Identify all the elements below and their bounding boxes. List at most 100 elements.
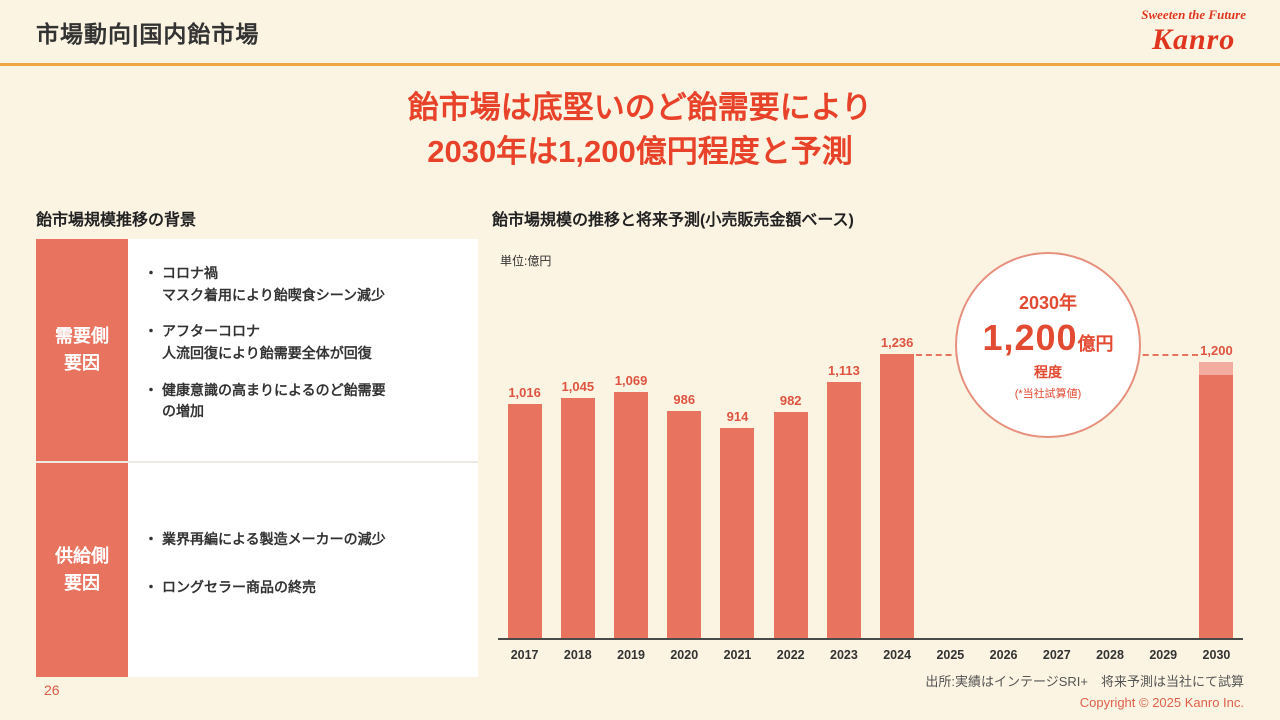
bar-chart: 単位:億円 1,016 1,045 1,069 986 914 982 1,113 1,236… — [492, 238, 1245, 678]
factor-table: 需要側 要因 ・ コロナ禍 マスク着用により飴喫食シーン減少 ・ ア — [36, 239, 478, 677]
bar-value-label: 982 — [779, 393, 802, 408]
x-axis-label: 2025 — [936, 648, 965, 662]
bar — [720, 428, 755, 638]
bullet-desc: 人流回復により飴需要全体が回復 — [162, 345, 372, 362]
bullet-text: 業界再編による製造メーカーの減少 — [162, 529, 386, 551]
bullet-title: コロナ禍 — [162, 265, 218, 281]
x-axis-label: 2023 — [830, 648, 858, 662]
table-row-supply: 供給側 要因 ・ 業界再編による製造メーカーの減少 ・ ロングセラ — [36, 461, 478, 677]
bar-value-label: 986 — [673, 392, 696, 407]
background-panel: 飴市場規模推移の背景 需要側 要因 ・ コロナ禍 マスク着用により飴喫食シーン減… — [36, 206, 478, 677]
forecast-bar — [1199, 362, 1234, 638]
page-number: 26 — [44, 682, 60, 698]
supply-content-cell: ・ 業界再編による製造メーカーの減少 ・ ロングセラー商品の終売 — [128, 463, 478, 677]
bar — [667, 411, 702, 638]
bar — [614, 392, 649, 638]
bullet-text: ロングセラー商品の終売 — [162, 577, 316, 599]
demand-label-line2: 要因 — [64, 353, 100, 373]
logo-tagline: Sweeten the Future — [1141, 7, 1246, 22]
list-item: ・ ロングセラー商品の終売 — [144, 577, 466, 599]
header: 市場動向|国内飴市場 Sweeten the Future Kanro — [0, 0, 1280, 66]
x-axis-label: 2026 — [989, 648, 1018, 662]
bullet-desc: の増加 — [162, 403, 204, 420]
bullet-text: 健康意識の高まりによるのど飴需要 の増加 — [162, 380, 386, 423]
list-item: ・ 健康意識の高まりによるのど飴需要 の増加 — [144, 380, 466, 423]
list-item: ・ 業界再編による製造メーカーの減少 — [144, 529, 466, 551]
callout-note: (*当社試算値) — [1014, 388, 1082, 400]
bar-value-label: 1,236 — [880, 335, 914, 350]
bar — [773, 412, 808, 638]
list-item: ・ コロナ禍 マスク着用により飴喫食シーン減少 — [144, 263, 466, 306]
bullet-title: アフターコロナ — [162, 323, 260, 340]
main-title: 飴市場は底堅いのど飴需要により 2030年は1,200億円程度と予測 — [0, 86, 1280, 174]
x-axis-label: 2024 — [883, 648, 912, 662]
bar-value-label: 1,200 — [1200, 343, 1233, 358]
bullet-title: 業界再編による製造メーカーの減少 — [162, 531, 386, 548]
bar-column — [1137, 246, 1190, 638]
x-axis-label: 2022 — [776, 648, 805, 662]
bar-column: 914 — [711, 246, 764, 638]
bullet-text: アフターコロナ 人流回復により飴需要全体が回復 — [162, 321, 372, 364]
bar-column: 1,200 — [1190, 246, 1243, 638]
bar-value-label: 1,045 — [561, 379, 595, 394]
table-row-demand: 需要側 要因 ・ コロナ禍 マスク着用により飴喫食シーン減少 ・ ア — [36, 239, 478, 461]
demand-content-cell: ・ コロナ禍 マスク着用により飴喫食シーン減少 ・ アフターコロナ 人流回復によ… — [128, 239, 478, 461]
chart-heading: 飴市場規模の推移と将来予測(小売販売金額ベース) — [492, 212, 854, 229]
chart-xaxis: 2017 2018 2019 2020 2021 2022 2023 2024 2025 2026… — [498, 648, 1243, 662]
copyright: Copyright © 2025 Kanro Inc. — [1079, 695, 1244, 710]
logo-brand: Kanro — [1151, 23, 1236, 56]
bar-column: 986 — [658, 246, 711, 638]
callout-value: 1,200 — [982, 317, 1078, 358]
callout-unit: 億円 — [1077, 334, 1114, 354]
supply-label-line1: 供給側 — [55, 546, 109, 566]
bullet-marker: ・ — [144, 323, 158, 340]
main-title-line1: 飴市場は底堅いのど飴需要により — [407, 90, 873, 125]
bullet-desc: マスク着用により飴喫食シーン減少 — [162, 286, 386, 303]
bullet-marker: ・ — [144, 265, 158, 281]
bar-column: 1,016 — [498, 246, 551, 638]
demand-label-line1: 需要側 — [55, 326, 109, 346]
callout-approx: 程度 — [1034, 364, 1062, 380]
bar — [507, 404, 542, 638]
bar — [880, 354, 915, 638]
bullet-marker: ・ — [144, 381, 158, 398]
bullet-title: ロングセラー商品の終売 — [162, 579, 316, 595]
bar-value-label: 1,113 — [828, 363, 860, 378]
source-note: 出所:実績はインテージSRI+ 将来予測は当社にて試算 — [925, 674, 1244, 689]
bar-column: 1,069 — [604, 246, 657, 638]
bar — [826, 382, 861, 638]
main-title-line2: 2030年は1,200億円程度と予測 — [427, 134, 853, 170]
bar-column: 1,113 — [817, 246, 870, 638]
x-axis-label: 2029 — [1149, 648, 1178, 662]
bullet-title: 健康意識の高まりによるのど飴需要 — [162, 381, 386, 398]
bullet-marker: ・ — [144, 579, 158, 595]
x-axis-label: 2027 — [1042, 648, 1071, 662]
x-axis-label: 2028 — [1096, 648, 1124, 662]
bar-value-label: 1,069 — [614, 373, 648, 388]
bar-column: 1,236 — [871, 246, 924, 638]
chart-panel: 飴市場規模の推移と将来予測(小売販売金額ベース) 単位:億円 1,016 1,04… — [492, 206, 1245, 678]
bar-column: 982 — [764, 246, 817, 638]
page-title: 市場動向|国内飴市場 — [36, 20, 260, 47]
bullet-text: コロナ禍 マスク着用により飴喫食シーン減少 — [162, 263, 385, 306]
background-panel-heading: 飴市場規模推移の背景 — [36, 212, 197, 229]
x-axis-label: 2020 — [670, 648, 699, 662]
x-axis-label: 2018 — [563, 648, 592, 662]
callout-value-row: 1,200 億円 — [982, 317, 1113, 359]
kanro-logo: Sweeten the Future Kanro — [1141, 8, 1246, 55]
bar-value-label: 1,016 — [508, 385, 541, 400]
chart-plot: 1,016 1,045 1,069 986 914 982 1,113 1,236 1,200 — [498, 246, 1243, 640]
demand-label-cell: 需要側 要因 — [36, 239, 128, 461]
bullet-marker: ・ — [144, 531, 158, 548]
bar-column: 1,045 — [551, 246, 604, 638]
list-item: ・ アフターコロナ 人流回復により飴需要全体が回復 — [144, 321, 466, 364]
callout-year: 2030年 — [1018, 293, 1078, 313]
x-axis-label: 2019 — [617, 648, 645, 662]
supply-label-cell: 供給側 要因 — [36, 463, 128, 677]
bar — [560, 398, 595, 638]
supply-label-line2: 要因 — [64, 573, 100, 593]
x-axis-label: 2021 — [723, 648, 752, 662]
forecast-callout-circle: 2030年 1,200 億円 程度 (*当社試算値) — [955, 252, 1141, 438]
bar-value-label: 914 — [726, 409, 749, 424]
